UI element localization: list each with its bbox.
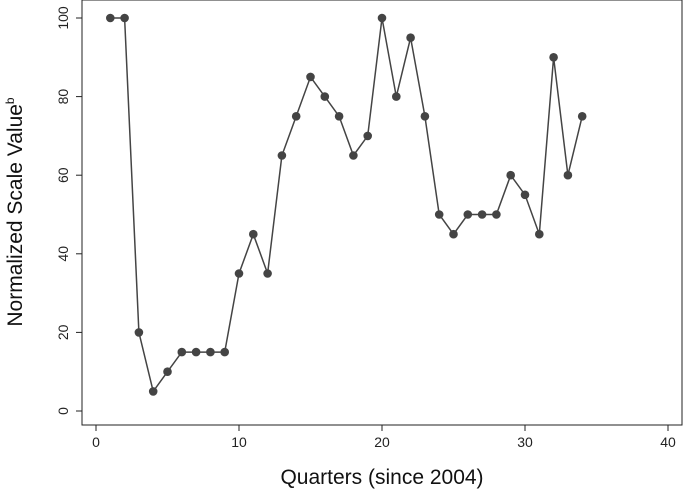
data-point	[163, 367, 172, 377]
data-point	[263, 269, 272, 278]
data-point	[220, 347, 229, 357]
data-point	[549, 53, 558, 62]
data-point	[520, 190, 530, 200]
x-tick-label: 40	[660, 434, 676, 450]
x-tick-label: 0	[92, 434, 100, 450]
y-tick-label: 100	[55, 6, 71, 30]
x-tick-label: 20	[374, 434, 390, 450]
data-point	[249, 229, 258, 239]
data-point	[334, 112, 344, 121]
data-point	[506, 170, 515, 180]
data-point	[377, 13, 387, 23]
data-point	[349, 151, 358, 160]
data-point	[191, 347, 201, 357]
data-point	[563, 170, 573, 180]
data-point	[106, 13, 115, 23]
data-point	[148, 387, 158, 396]
data-point	[363, 131, 373, 141]
y-tick-label: 60	[55, 167, 71, 183]
data-point	[392, 92, 401, 101]
y-tick-label: 20	[55, 324, 71, 340]
x-axis: 0 10 20 30 40	[92, 425, 676, 450]
data-point	[206, 347, 215, 357]
data-point	[277, 151, 287, 160]
data-point	[577, 112, 587, 121]
y-axis-title-superscript: b	[3, 97, 17, 104]
data-point	[320, 92, 330, 101]
y-axis-title: Normalized Scale Valueb	[3, 97, 27, 327]
data-point	[120, 13, 129, 23]
y-axis-title-text: Normalized Scale Value	[4, 104, 27, 327]
data-point	[291, 112, 301, 121]
x-tick-label: 10	[231, 434, 247, 450]
y-axis: 0 20 40 60 80 100	[55, 6, 82, 415]
data-point	[406, 33, 415, 42]
data-point	[420, 112, 430, 121]
data-point	[434, 210, 444, 219]
data-point	[134, 328, 144, 337]
x-tick-label: 30	[517, 434, 533, 450]
x-axis-title: Quarters (since 2004)	[280, 466, 483, 489]
plot-frame	[81, 0, 683, 426]
data-point	[449, 229, 458, 239]
series-line	[110, 17, 583, 394]
data-point	[492, 210, 501, 219]
data-point	[234, 269, 244, 278]
data-points	[106, 13, 587, 396]
y-tick-label: 80	[55, 89, 71, 105]
y-tick-label: 0	[55, 407, 71, 415]
data-point	[463, 210, 473, 219]
data-point	[535, 229, 544, 239]
y-tick-label: 40	[55, 246, 71, 262]
data-point	[477, 210, 487, 219]
data-point	[306, 72, 315, 82]
data-point	[177, 347, 187, 357]
